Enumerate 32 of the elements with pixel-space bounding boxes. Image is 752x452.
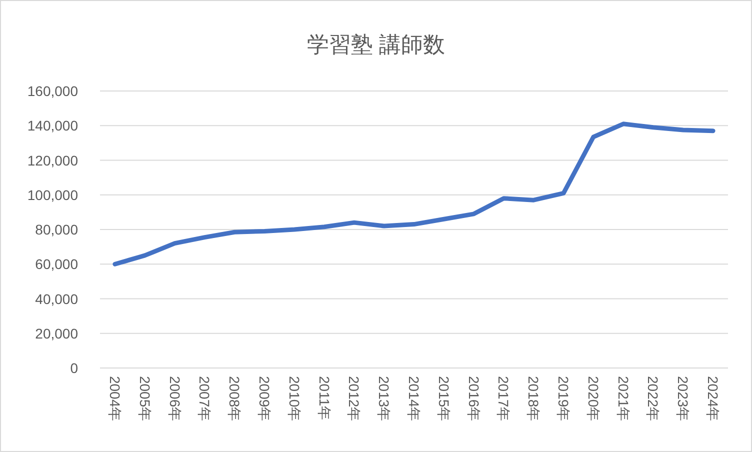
y-tick-label: 120,000: [27, 152, 78, 168]
x-tick-label: 2020年: [585, 376, 602, 422]
chart-title: 学習塾 講師数: [306, 32, 446, 57]
y-tick-label: 160,000: [27, 83, 78, 99]
x-tick-label: 2021年: [615, 376, 632, 422]
line-series: [112, 122, 716, 266]
x-tick-label: 2016年: [466, 376, 482, 422]
x-tick-label: 2008年: [226, 376, 243, 422]
x-tick-label: 2011年: [316, 376, 332, 420]
x-tick-label: 2024年: [705, 376, 722, 422]
x-tick-label: 2022年: [645, 376, 662, 422]
x-tick-label: 2009年: [256, 376, 272, 422]
y-tick-label: 140,000: [27, 118, 78, 134]
x-tick-label: 2017年: [496, 376, 512, 422]
y-tick-label: 0: [70, 360, 78, 376]
x-tick-label: 2012年: [346, 376, 362, 422]
x-tick-label: 2015年: [436, 376, 452, 422]
x-tick-label: 2005年: [136, 376, 153, 422]
x-tick-label: 2013年: [376, 376, 392, 422]
y-tick-label: 60,000: [35, 256, 78, 272]
y-tick-label: 20,000: [35, 325, 78, 342]
x-tick-label: 2010年: [286, 376, 302, 422]
x-tick-label: 2014年: [406, 376, 422, 422]
x-tick-label: 2019年: [556, 376, 572, 422]
y-tick-label: 80,000: [35, 222, 78, 238]
x-tick-label: 2007年: [196, 376, 213, 422]
x-tick-label: 2006年: [166, 376, 183, 422]
x-tick-label: 2004年: [106, 376, 123, 422]
x-tick-label: 2023年: [675, 376, 692, 422]
y-tick-label: 100,000: [27, 186, 78, 203]
x-tick-label: 2018年: [526, 376, 542, 422]
y-tick-label: 40,000: [35, 290, 78, 307]
